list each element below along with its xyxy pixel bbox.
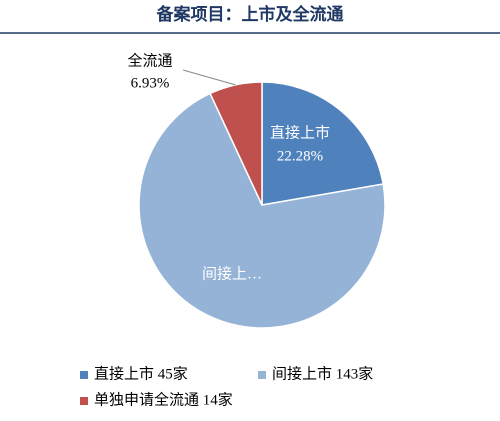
pie-slice [138,92,386,329]
legend-swatch [80,397,88,405]
slice-label: 间接上… [202,265,262,282]
legend-label: 间接上市 143家 [272,365,373,382]
legend-label: 直接上市 45家 [94,365,188,382]
legend-swatch [80,371,88,379]
data-label: 6.93% [131,75,170,91]
legend-swatch [258,371,266,379]
legend-label: 单独申请全流通 14家 [94,390,233,408]
slice-label: 全流通 [127,51,172,69]
slice-label: 直接上市 [270,124,330,141]
chart-title: 备案项目：上市及全流通 [156,4,344,24]
pie-slice [261,81,385,206]
data-label: 22.28% [277,148,323,164]
leader-line [182,69,236,86]
